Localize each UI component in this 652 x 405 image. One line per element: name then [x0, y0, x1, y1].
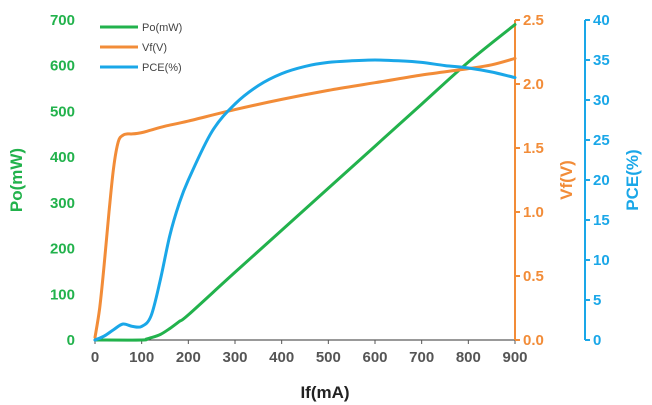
x-tick-label: 500	[316, 349, 341, 366]
vf-tick-label: 0.0	[523, 332, 544, 349]
vf-axis-title: Vf(V)	[557, 160, 576, 200]
po-tick-label: 100	[50, 286, 75, 303]
series-line-po-mw	[93, 23, 517, 342]
legend-label-pce: PCE(%)	[142, 62, 182, 74]
po-tick-label: 500	[50, 103, 75, 120]
vf-tick-label: 2.0	[523, 76, 544, 93]
po-tick-label: 600	[50, 58, 75, 75]
x-tick-label: 600	[362, 349, 387, 366]
x-tick-label: 700	[409, 349, 434, 366]
x-tick-label: 900	[502, 349, 527, 366]
x-tick-label: 300	[222, 349, 247, 366]
vf-tick-label: 2.5	[523, 12, 544, 29]
vf-tick-label: 0.5	[523, 268, 544, 285]
x-axis-title: If(mA)	[300, 383, 349, 402]
po-tick-label: 200	[50, 241, 75, 258]
pce-tick-label: 0	[593, 332, 601, 349]
series-group	[93, 23, 517, 342]
po-tick-label: 0	[67, 332, 75, 349]
vf-tick-label: 1.5	[523, 140, 544, 157]
pce-axis-title: PCE(%)	[623, 149, 642, 210]
legend: Po(mW) Vf(V) PCE(%)	[100, 22, 182, 74]
vf-tick-label: 1.0	[523, 204, 544, 221]
x-tick-label: 0	[91, 349, 99, 366]
x-tick-label: 100	[129, 349, 154, 366]
po-tick-label: 700	[50, 12, 75, 29]
pce-tick-label: 5	[593, 292, 601, 309]
pce-tick-label: 30	[593, 92, 610, 109]
x-tick-label: 200	[176, 349, 201, 366]
x-tick-label: 400	[269, 349, 294, 366]
legend-label-po-mw: Po(mW)	[142, 22, 182, 34]
pce-tick-label: 25	[593, 132, 610, 149]
pce-tick-label: 15	[593, 212, 610, 229]
x-tick-label: 800	[456, 349, 481, 366]
axes-group: 0 100 200 300 400 500 600 700 800 900010020030040…	[50, 12, 610, 366]
series-line-pce	[93, 58, 517, 342]
series-line-vf-v	[93, 56, 517, 339]
pce-tick-label: 10	[593, 252, 610, 269]
legend-label-vf-v: Vf(V)	[142, 42, 167, 54]
po-tick-label: 400	[50, 149, 75, 166]
po-axis-title: Po(mW)	[7, 148, 26, 212]
po-tick-label: 300	[50, 195, 75, 212]
pce-tick-label: 35	[593, 52, 610, 69]
axis-labels: If(mA) Po(mW) Vf(V) PCE(%)	[7, 148, 642, 402]
pce-tick-label: 20	[593, 172, 610, 189]
pce-tick-label: 40	[593, 12, 610, 29]
